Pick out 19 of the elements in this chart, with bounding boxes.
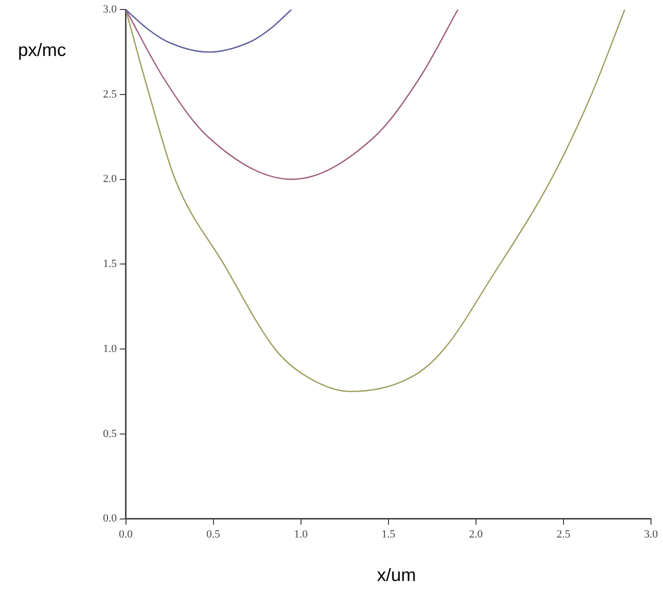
y-tick-label: 0.0 bbox=[103, 512, 118, 525]
x-tick-label: 2.0 bbox=[469, 528, 484, 540]
x-tick-label: 0.0 bbox=[118, 528, 134, 540]
y-axis-title: px/mc bbox=[18, 40, 66, 61]
y-tick-label: 1.0 bbox=[103, 342, 118, 355]
y-tick-label: 3.0 bbox=[103, 3, 118, 16]
x-tick-label: 3.0 bbox=[644, 528, 658, 540]
x-tick-label: 0.5 bbox=[206, 528, 221, 540]
x-tick-label: 1.5 bbox=[382, 528, 396, 540]
x-axis-title: x/um bbox=[376, 565, 417, 586]
y-tick-label: 2.0 bbox=[103, 173, 118, 186]
line-series bbox=[126, 10, 292, 53]
line-series bbox=[126, 10, 459, 180]
line-series bbox=[126, 10, 626, 392]
x-tick-label: 2.5 bbox=[556, 528, 571, 540]
y-tick-label: 0.5 bbox=[103, 428, 118, 440]
y-tick-label: 1.5 bbox=[103, 258, 118, 270]
x-tick-label: 1.0 bbox=[294, 528, 308, 540]
y-tick-label: 2.5 bbox=[103, 88, 118, 100]
